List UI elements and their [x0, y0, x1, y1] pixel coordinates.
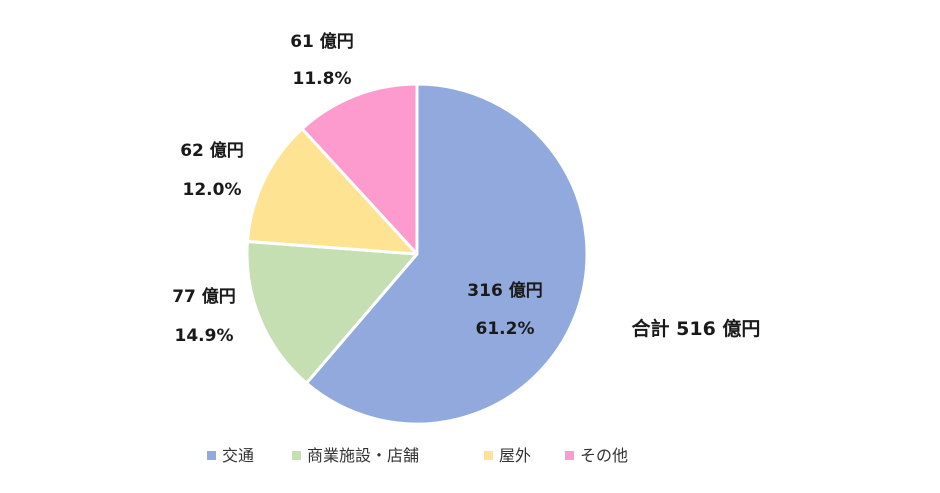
- legend-label-shogyo: 商業施設・店舗: [307, 446, 419, 465]
- legend-swatch-okugai: [484, 451, 493, 460]
- pie-slice-okugai: [245, 127, 419, 256]
- legend-label-sonota: その他: [580, 446, 628, 465]
- slice-label-kotsu-amount: 316 億円: [467, 280, 542, 301]
- slice-label-sonota-amount: 61 億円: [290, 31, 354, 52]
- slice-label-sonota-percent: 11.8%: [293, 69, 352, 89]
- legend-label-okugai: 屋外: [499, 446, 531, 465]
- slice-label-shogyo-amount: 77 億円: [172, 286, 236, 307]
- slice-label-okugai-percent: 12.0%: [183, 180, 242, 200]
- legend-label-kotsu: 交通: [222, 446, 254, 465]
- legend: 交通 商業施設・店舗 屋外 その他: [207, 446, 628, 465]
- pie-slices: [245, 82, 589, 426]
- legend-swatch-sonota: [565, 451, 574, 460]
- pie-slice-shogyo: [245, 239, 419, 385]
- total-label: 合計 516 億円: [632, 317, 761, 340]
- slice-label-okugai-amount: 62 億円: [180, 140, 244, 161]
- slice-label-kotsu-percent: 61.2%: [476, 319, 535, 339]
- pie-slice-kotsu: [305, 82, 589, 426]
- legend-swatch-kotsu: [207, 451, 216, 460]
- pie-slice-sonota: [300, 82, 419, 256]
- legend-swatch-shogyo: [292, 451, 301, 460]
- slice-label-shogyo-percent: 14.9%: [175, 326, 234, 346]
